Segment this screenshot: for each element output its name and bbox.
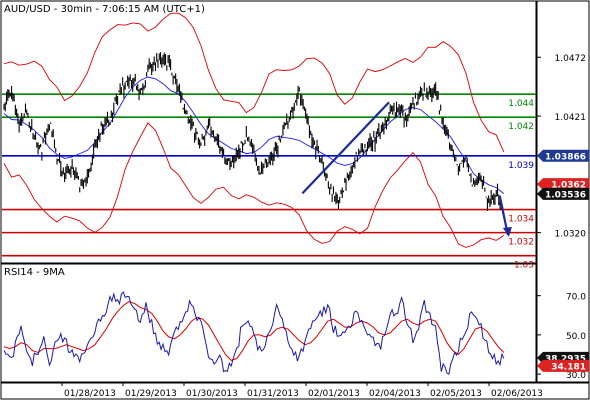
y-tick-label: 1.0320	[555, 230, 587, 240]
bollinger-upper-band	[3, 12, 505, 152]
level-label: 1.032	[508, 238, 534, 248]
level-label: 1.042	[508, 122, 534, 132]
price-badge-label: 1.0362	[551, 181, 586, 191]
rsi-line	[3, 291, 505, 375]
level-label: 1.03	[514, 261, 534, 271]
rsi-y-tick-label: 50.0	[566, 332, 586, 342]
level-label: 1.039	[508, 161, 534, 171]
x-tick-label: 02/05/2013	[430, 389, 482, 399]
rsi-panel-frame	[0, 263, 537, 383]
price-badge	[537, 178, 589, 191]
y-tick-label: 1.0472	[555, 54, 587, 64]
chart-title: AUD/USD - 30min - 7:06:15 AM (UTC+1)	[4, 4, 205, 15]
main-layer: 1.044 1.042 1.039 1.034 1.032 1.03	[2, 12, 536, 271]
time-axis-strip	[0, 382, 590, 400]
bollinger-lower-band	[3, 122, 505, 248]
level-label: 1.034	[508, 215, 534, 225]
price-badge	[537, 187, 589, 200]
rsi-badge	[537, 359, 589, 372]
x-tick-label: 01/31/2013	[247, 389, 299, 399]
rsi-y-tick-label: 30.0	[566, 371, 586, 381]
forecast-arrow-head	[502, 226, 512, 237]
x-tick-label: 02/06/2013	[491, 389, 543, 399]
price-badge	[537, 149, 589, 162]
trendline	[301, 101, 390, 195]
price-badge-label: 1.03536	[545, 190, 586, 200]
rsi-badge-label: 38.2935	[545, 354, 586, 364]
price-badge-label: 1.03866	[545, 152, 586, 162]
x-tick-label: 01/29/2013	[125, 389, 177, 399]
x-tick-label: 02/01/2013	[308, 389, 360, 399]
x-tick-label: 01/28/2013	[64, 389, 116, 399]
rsi-layer	[3, 291, 505, 375]
x-tick-label: 01/30/2013	[186, 389, 238, 399]
rsi-title: RSI14 - 9MA	[4, 267, 65, 278]
rsi-badge-label: 34.181	[551, 362, 586, 372]
y-tick-label: 1.0421	[555, 113, 587, 123]
rsi-y-tick-label: 70.0	[566, 293, 586, 303]
level-label: 1.044	[508, 99, 534, 109]
x-tick-label: 02/04/2013	[369, 389, 421, 399]
main-panel-frame	[0, 0, 537, 264]
